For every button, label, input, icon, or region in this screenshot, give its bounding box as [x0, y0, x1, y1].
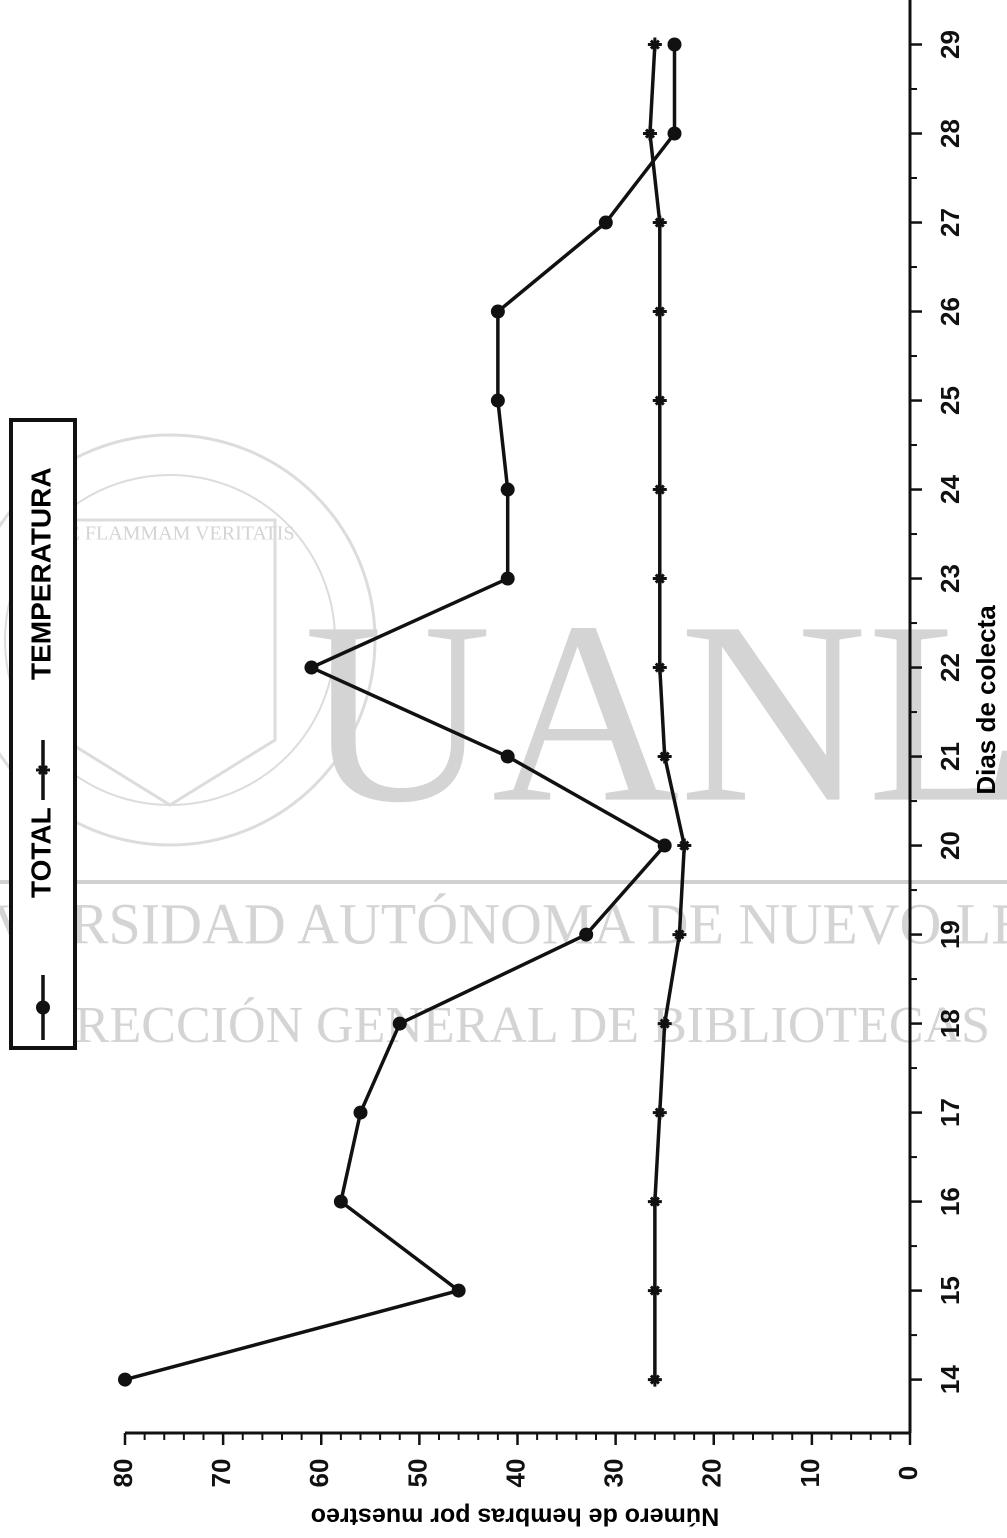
watermark-text: UNIVERSIDAD AUTÓNOMA DE NUEVO LEÓN [0, 891, 1007, 956]
x-tick-label: 21 [935, 742, 965, 771]
point [354, 1106, 368, 1120]
point [668, 38, 682, 52]
point [491, 305, 505, 319]
point [501, 572, 515, 586]
x-tick-label: 28 [935, 119, 965, 148]
point [648, 38, 662, 52]
x-tick-label: 25 [935, 386, 965, 415]
y-axis-label: Número de hembras por muestreo [311, 1502, 719, 1530]
point [653, 216, 667, 230]
legend-label: TOTAL [25, 807, 56, 898]
point [653, 483, 667, 497]
point [501, 750, 515, 764]
chart: UANL UNIVERSIDAD AUTÓNOMA DE NUEVO LEÓN … [0, 0, 1007, 1538]
x-tick-label: 18 [935, 1009, 965, 1038]
watermark-text: DIRECCIÓN GENERAL DE BIBLIOTECAS [20, 996, 990, 1054]
x-axis-label: Dias de colecta [971, 605, 1001, 795]
point [393, 1017, 407, 1031]
x-tick-label: 20 [935, 831, 965, 860]
point [653, 394, 667, 408]
x-tick-label: 24 [935, 475, 965, 504]
point [334, 1195, 348, 1209]
point [579, 928, 593, 942]
point [653, 1106, 667, 1120]
y-tick-label: 10 [795, 1459, 825, 1488]
point [118, 1373, 132, 1387]
x-tick-label: 23 [935, 564, 965, 593]
x-tick-label: 27 [935, 208, 965, 237]
y-tick-label: 80 [108, 1459, 138, 1488]
point [491, 394, 505, 408]
point [648, 1373, 662, 1387]
point [648, 1284, 662, 1298]
legend-label: TEMPERATURA [25, 467, 56, 680]
x-tick-label: 17 [935, 1098, 965, 1127]
y-tick-label: 70 [206, 1459, 236, 1488]
y-tick-label: 20 [697, 1459, 727, 1488]
point [304, 661, 318, 675]
point [452, 1284, 466, 1298]
y-tick-label: 60 [304, 1459, 334, 1488]
x-tick-label: 29 [935, 30, 965, 59]
point [501, 483, 515, 497]
y-tick-label: 40 [500, 1459, 530, 1488]
y-tick-label: 50 [402, 1459, 432, 1488]
x-tick-label: 22 [935, 653, 965, 682]
seal-shield [65, 520, 275, 805]
point [668, 127, 682, 141]
point [599, 216, 613, 230]
x-tick-label: 15 [935, 1276, 965, 1305]
point [36, 1001, 50, 1015]
x-tick-label: 26 [935, 297, 965, 326]
point [653, 305, 667, 319]
point [658, 839, 672, 853]
legend: TOTAL TEMPERATURA [11, 420, 75, 1048]
x-tick-label: 19 [935, 920, 965, 949]
y-tick-label: 30 [599, 1459, 629, 1488]
point [643, 127, 657, 141]
x-tick-label: 16 [935, 1187, 965, 1216]
watermark: UANL UNIVERSIDAD AUTÓNOMA DE NUEVO LEÓN … [0, 435, 1007, 1054]
y-tick-label: 0 [893, 1466, 923, 1480]
point [648, 1195, 662, 1209]
x-tick-label: 14 [935, 1365, 965, 1394]
